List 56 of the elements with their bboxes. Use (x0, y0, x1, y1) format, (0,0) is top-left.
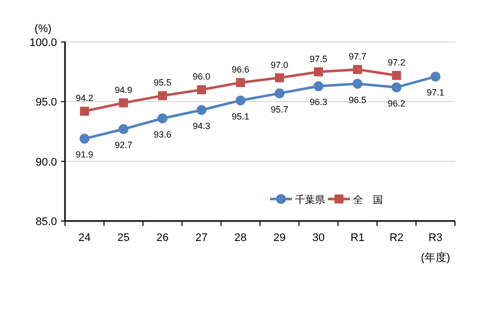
data-label: 92.7 (114, 140, 132, 150)
data-label: 97.2 (388, 57, 406, 68)
x-tick-label: R2 (389, 232, 404, 244)
y-tick-label: 100.0 (29, 37, 57, 49)
legend-label: 全 国 (353, 194, 383, 206)
data-label: 94.3 (192, 121, 210, 132)
point (80, 134, 90, 144)
point (80, 106, 89, 116)
x-axis-title: (年度) (420, 251, 450, 264)
x-tick-label: 29 (273, 232, 286, 244)
data-label: 95.5 (154, 78, 172, 88)
data-label: 96.5 (348, 94, 366, 105)
point (314, 81, 324, 92)
data-label: 93.6 (154, 129, 172, 140)
x-tick-label: 24 (78, 232, 91, 244)
point (197, 85, 206, 94)
point (158, 91, 167, 100)
point (392, 70, 401, 80)
x-tick-label: 28 (234, 232, 247, 244)
x-tick-label: 27 (195, 232, 208, 244)
data-label: 97.0 (270, 60, 288, 70)
point (430, 72, 440, 82)
data-label: 94.9 (114, 84, 132, 95)
data-label: 96.6 (232, 64, 250, 75)
y-tick-label: 90.0 (36, 156, 57, 168)
data-label: 96.3 (310, 97, 328, 108)
point (352, 78, 362, 89)
data-label: 97.1 (426, 88, 444, 98)
x-tick-label: 30 (312, 232, 325, 244)
data-label: 94.2 (76, 93, 94, 104)
point (196, 105, 206, 116)
data-label: 97.7 (348, 51, 366, 62)
point (392, 82, 402, 92)
data-label: 96.2 (388, 98, 406, 108)
legend-label: 千葉県 (295, 194, 325, 206)
point (353, 64, 362, 74)
y-tick-label: 85.0 (36, 216, 57, 228)
y-tick-label: 95.0 (36, 96, 57, 109)
point (158, 113, 168, 124)
data-label: 91.9 (76, 150, 94, 160)
data-label: 97.5 (310, 54, 328, 64)
data-label: 95.1 (232, 111, 250, 122)
point (236, 95, 246, 106)
point (236, 78, 245, 88)
point (274, 88, 284, 98)
x-tick-label: 25 (117, 232, 130, 244)
x-tick-label: R1 (350, 232, 365, 244)
point (314, 67, 323, 76)
point (118, 124, 128, 134)
y-axis-title: (%) (34, 23, 52, 35)
data-label: 95.7 (270, 104, 288, 114)
data-label: 96.0 (192, 72, 210, 82)
x-tick-label: 26 (156, 232, 169, 244)
point (275, 73, 284, 82)
x-tick-label: R3 (428, 232, 443, 244)
point (119, 98, 128, 108)
